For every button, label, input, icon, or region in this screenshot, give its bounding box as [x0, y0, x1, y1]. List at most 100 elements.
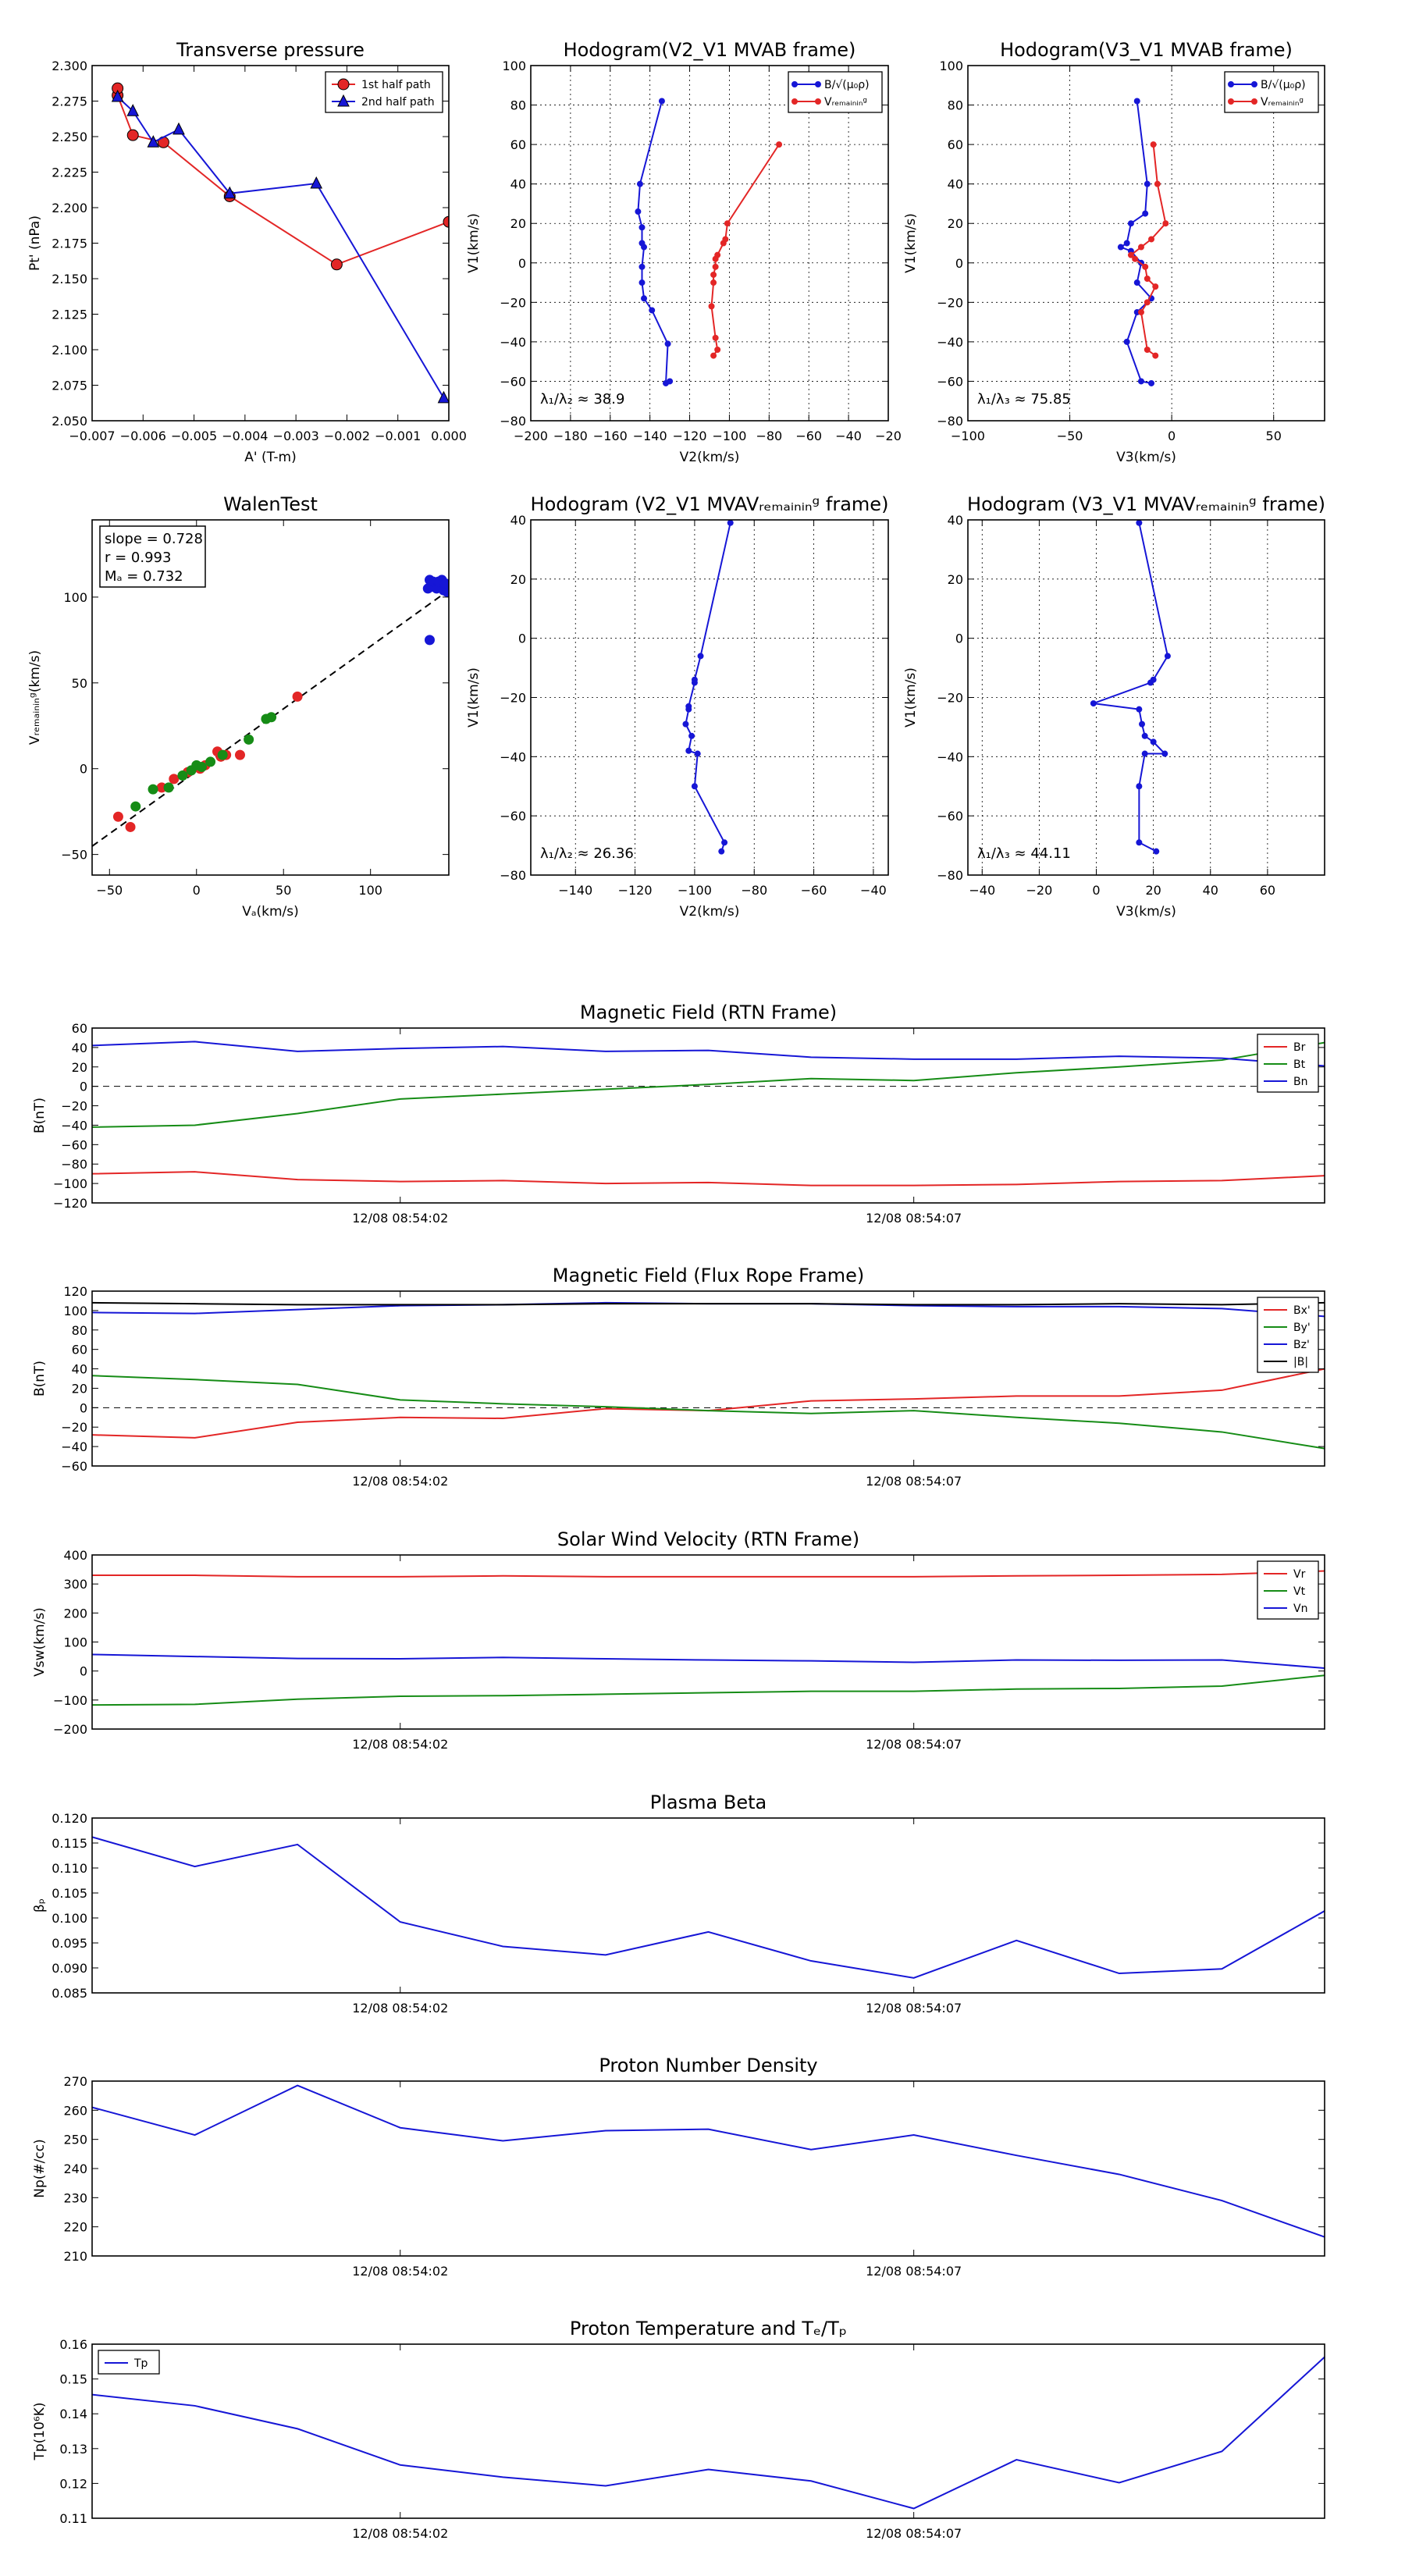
data-point — [1137, 244, 1144, 251]
y-tick-label: 40 — [72, 1362, 87, 1377]
x-tick-label: 0 — [1092, 883, 1100, 898]
x-tick-label: 0 — [193, 883, 201, 898]
data-point — [712, 255, 719, 262]
x-tick-label: −0.007 — [69, 429, 115, 443]
data-point — [147, 135, 160, 148]
x-tick-label: 12/08 08:54:02 — [352, 1211, 448, 1226]
data-point — [1144, 180, 1151, 187]
y-tick-label: 2.100 — [52, 343, 87, 358]
series-line — [92, 1674, 1325, 1706]
magnetic-field-flux-rope-data — [92, 1301, 1325, 1450]
data-point — [638, 263, 646, 270]
y-tick-label: 0 — [80, 762, 87, 777]
data-point — [1117, 244, 1124, 251]
data-point — [1152, 283, 1159, 290]
series-line — [92, 1171, 1325, 1187]
data-point — [694, 750, 701, 757]
data-point — [292, 691, 303, 702]
y-tick-label: −60 — [937, 809, 963, 824]
data-point — [697, 653, 704, 660]
y-tick-label: −20 — [61, 1099, 87, 1114]
x-tick-label: −200 — [514, 429, 548, 443]
hodogram-v2v1-mvab-chart: −200 −180 −160 −140 −120 −100 −80 −60 −40 −20−80−… — [466, 39, 902, 465]
series-line — [92, 1653, 1325, 1669]
hodogram-v3v1-mvav-chart: −40 −20 0 20 40 60 −80 −60 −40 −20 0 20 40 Hodogram (… — [903, 493, 1325, 920]
y-axis-label: Np(#/cc) — [32, 2139, 48, 2197]
eigenvalue-ratio-label: λ₁/λ₃ ≈ 44.11 — [977, 845, 1071, 862]
y-tick-label: 0 — [80, 1080, 87, 1094]
y-tick-label: 20 — [72, 1060, 87, 1075]
plasma-beta-chart: 12/08 08:54:02 12/08 08:54:07 0.085 0.090 0.… — [32, 1791, 1325, 2016]
y-tick-label: 80 — [948, 98, 963, 113]
hodogram-v3v1-mvab-data — [1117, 98, 1169, 386]
y-tick-label: 60 — [72, 1343, 87, 1357]
data-point — [685, 706, 692, 713]
y-axis-label: Vᵣₑₘₐᵢₙᵢₙᵍ(km/s) — [27, 650, 43, 745]
y-tick-label: 20 — [948, 572, 963, 587]
y-tick-label: −200 — [53, 1722, 87, 1737]
proton-number-density-data — [92, 2084, 1325, 2238]
data-point — [712, 263, 719, 270]
data-point — [710, 271, 717, 278]
y-tick-label: −60 — [500, 809, 526, 824]
data-point — [1141, 732, 1148, 739]
y-tick-label: 80 — [510, 98, 526, 113]
walen-test-frame — [91, 519, 450, 876]
y-tick-label: 0 — [518, 632, 526, 646]
y-tick-label: 50 — [72, 676, 87, 691]
y-tick-label: 230 — [63, 2190, 87, 2205]
y-tick-label: 220 — [63, 2220, 87, 2235]
legend: Br Bt Bn — [1257, 1034, 1319, 1093]
data-point — [712, 334, 719, 341]
data-point — [169, 774, 180, 785]
legend-entry: Bz' — [1293, 1339, 1310, 1351]
data-point — [1148, 379, 1155, 386]
y-tick-label: 100 — [63, 1635, 87, 1650]
data-point — [223, 186, 237, 199]
x-axis-label: Vₐ(km/s) — [242, 904, 299, 920]
y-tick-label: 0 — [80, 1664, 87, 1679]
y-tick-label: −40 — [937, 749, 963, 764]
x-tick-label: −60 — [795, 429, 822, 443]
y-axis-label: V1(km/s) — [903, 213, 919, 273]
data-point — [664, 340, 671, 347]
x-axis-label: V3(km/s) — [1116, 904, 1176, 920]
hodogram-v3v1-mvab-chart: −100 −50 0 50 −80 −60 −40 −20 0 20 40 60 80 100 Hodogr… — [903, 39, 1325, 465]
data-point — [1161, 750, 1168, 757]
y-tick-label: −50 — [61, 848, 87, 863]
x-tick-label: 100 — [358, 883, 382, 898]
y-tick-label: −100 — [53, 1176, 87, 1191]
x-tick-label: 0 — [1168, 429, 1176, 443]
x-tick-label: −80 — [741, 883, 767, 898]
fit-stats-line: Mₐ = 0.732 — [105, 568, 183, 585]
data-point — [721, 839, 728, 846]
solar-wind-velocity-data — [92, 1570, 1325, 1706]
hodogram-v3v1-mvav-data — [1090, 520, 1171, 855]
y-tick-label: 40 — [948, 513, 963, 528]
data-point — [1144, 299, 1151, 306]
transverse-pressure-frame — [91, 65, 450, 422]
y-tick-label: 0 — [955, 632, 963, 646]
y-tick-label: 60 — [948, 137, 963, 152]
y-tick-label: 0.105 — [52, 1886, 87, 1901]
legend-entry: By' — [1293, 1322, 1311, 1334]
data-point — [1154, 180, 1161, 187]
series-line — [1129, 144, 1167, 357]
data-point — [112, 811, 123, 822]
x-tick-label: 12/08 08:54:02 — [352, 1737, 448, 1752]
y-tick-label: 2.075 — [52, 379, 87, 393]
data-point — [649, 307, 656, 314]
data-point — [244, 734, 254, 745]
data-point — [1137, 308, 1144, 315]
y-tick-label: −80 — [500, 414, 526, 429]
data-point — [1136, 706, 1143, 713]
magnetic-field-flux-rope-chart: 12/08 08:54:02 12/08 08:54:07 −60 −40 −20 0 20… — [32, 1265, 1325, 1489]
x-tick-label: 12/08 08:54:02 — [352, 1474, 448, 1489]
y-tick-label: 60 — [510, 137, 526, 152]
legend-marker — [1251, 98, 1257, 105]
legend-entry: B/√(μ₀ρ) — [824, 79, 870, 91]
data-point — [658, 98, 665, 105]
data-point — [1152, 352, 1159, 359]
y-tick-label: 2.275 — [52, 94, 87, 109]
y-tick-label: −100 — [53, 1693, 87, 1708]
